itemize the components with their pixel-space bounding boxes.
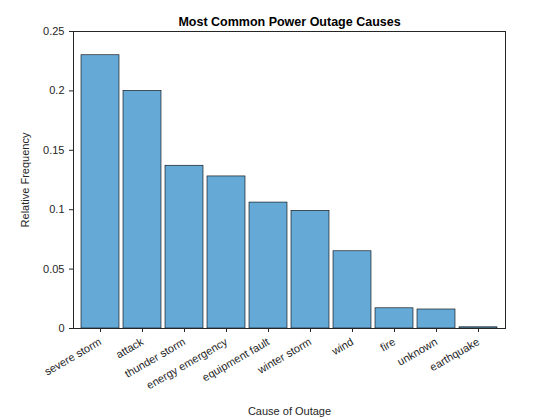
svg-text:attack: attack	[114, 335, 146, 360]
svg-text:wind: wind	[329, 335, 355, 357]
svg-text:0.1: 0.1	[49, 203, 64, 215]
svg-text:severe storm: severe storm	[42, 335, 103, 377]
svg-text:unknown: unknown	[395, 335, 440, 368]
svg-text:thunder storm: thunder storm	[122, 335, 188, 380]
svg-text:energy emergency: energy emergency	[144, 335, 230, 392]
svg-text:0.2: 0.2	[49, 84, 64, 96]
svg-text:Relative Frequency: Relative Frequency	[19, 132, 31, 227]
svg-text:Most Common Power Outage Cause: Most Common Power Outage Causes	[178, 15, 400, 29]
svg-text:0.15: 0.15	[43, 144, 64, 156]
svg-text:winter storm: winter storm	[255, 335, 314, 376]
svg-text:0.25: 0.25	[43, 25, 64, 37]
svg-text:0.05: 0.05	[43, 263, 64, 275]
svg-text:equipment fault: equipment fault	[200, 335, 272, 384]
svg-text:0: 0	[58, 322, 64, 334]
svg-text:earthquake: earthquake	[428, 335, 482, 373]
svg-text:Cause of Outage: Cause of Outage	[248, 405, 331, 417]
svg-text:fire: fire	[378, 335, 397, 353]
